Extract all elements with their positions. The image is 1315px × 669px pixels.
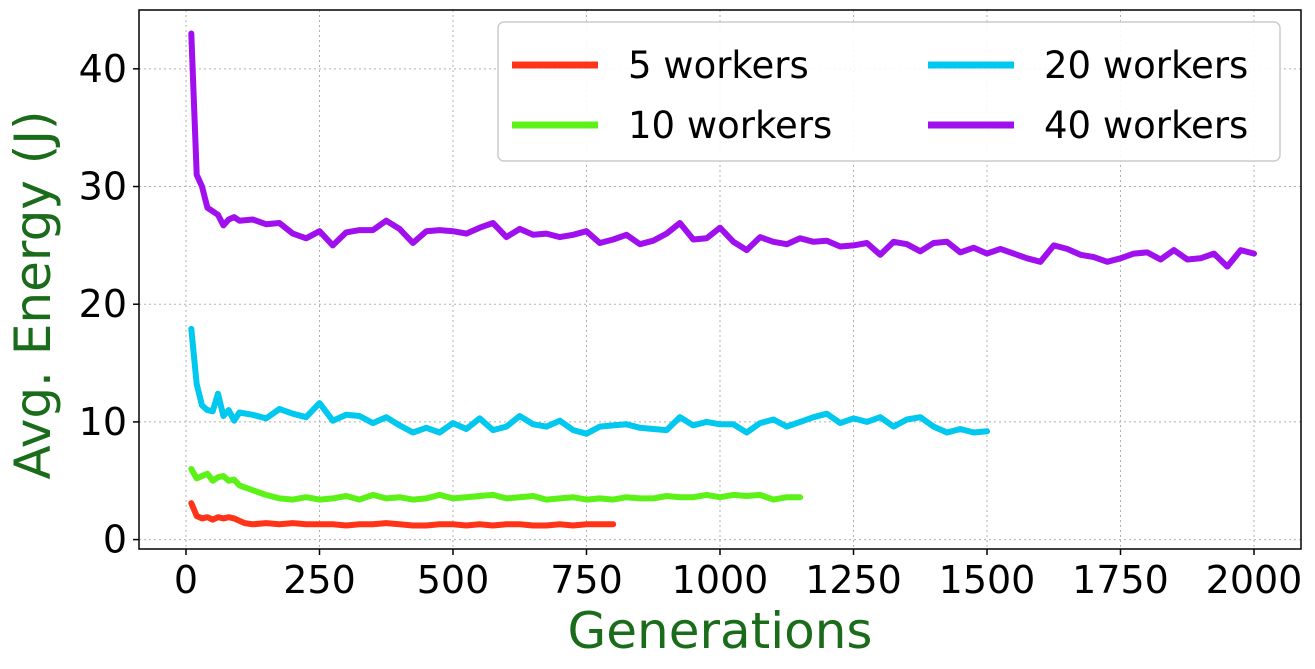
y-tick-label: 30 [79, 165, 127, 209]
series-line-10-workers [188, 466, 804, 503]
y-tick-label: 20 [79, 282, 127, 326]
legend-label-5-workers: 5 workers [628, 44, 809, 87]
x-tick-label: 250 [283, 558, 356, 602]
series-lines [188, 30, 1257, 529]
y-tick-label: 0 [103, 518, 127, 562]
series-line-40-workers [188, 30, 1257, 270]
y-tick-label: 10 [79, 400, 127, 444]
x-axis-ticks: 0 250 500 750 1000 1250 1500 1750 2000 [174, 549, 1302, 602]
x-tick-label: 750 [550, 558, 623, 602]
legend-label-40-workers: 40 workers [1044, 104, 1248, 147]
x-tick-label: 1250 [805, 558, 902, 602]
x-tick-label: 500 [417, 558, 490, 602]
series-line-20-workers [188, 325, 990, 437]
y-axis-ticks: 0 10 20 30 40 [79, 47, 139, 562]
y-axis-label: Avg. Energy (J) [4, 110, 62, 479]
x-tick-label: 1750 [1072, 558, 1169, 602]
x-tick-label: 2000 [1206, 558, 1303, 602]
x-tick-label: 1000 [672, 558, 769, 602]
legend-label-20-workers: 20 workers [1044, 44, 1248, 87]
x-axis-label: Generations [568, 602, 873, 660]
legend-label-10-workers: 10 workers [628, 104, 832, 147]
legend: 5 workers 10 workers 20 workers 40 workers [497, 21, 1281, 162]
x-tick-label: 0 [174, 558, 198, 602]
legend-box [497, 21, 1281, 162]
x-tick-label: 1500 [939, 558, 1036, 602]
y-tick-label: 40 [79, 47, 127, 91]
series-line-5-workers [188, 500, 617, 529]
